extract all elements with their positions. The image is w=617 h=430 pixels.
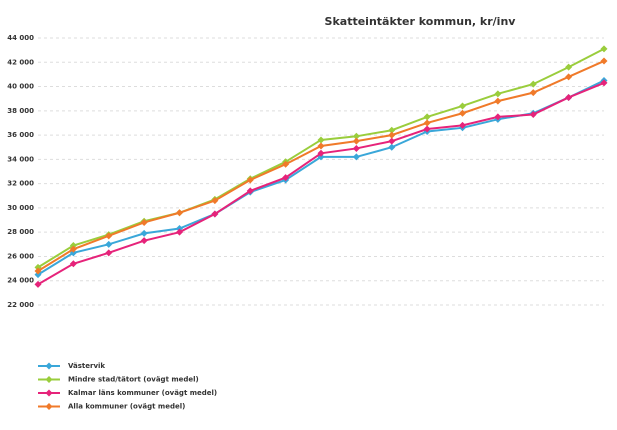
- data-point: [352, 144, 360, 152]
- data-point: [388, 126, 396, 134]
- data-point: [459, 109, 466, 117]
- data-point: [459, 121, 466, 129]
- y-tick-label: 30 000: [7, 204, 34, 212]
- legend-label: Kalmar läns kommuner (ovägt medel): [68, 389, 217, 397]
- y-tick-label: 44 000: [7, 34, 34, 42]
- legend-marker: [45, 362, 53, 370]
- data-point: [388, 131, 396, 139]
- series-line: [37, 79, 605, 276]
- data-point: [34, 280, 42, 288]
- data-point: [388, 143, 396, 151]
- data-point: [494, 90, 502, 98]
- data-point: [529, 89, 537, 97]
- y-tick-label: 24 000: [7, 277, 34, 285]
- data-point: [494, 113, 502, 121]
- data-point: [600, 79, 608, 87]
- data-point: [69, 245, 77, 253]
- y-tick-label: 42 000: [7, 58, 34, 66]
- data-point: [352, 137, 360, 145]
- data-point: [140, 229, 148, 237]
- data-point: [529, 110, 537, 118]
- y-tick-label: 38 000: [7, 107, 34, 115]
- data-point: [459, 102, 466, 110]
- y-tick-label: 22 000: [7, 301, 34, 309]
- data-point: [565, 93, 573, 101]
- data-point: [352, 153, 360, 161]
- data-point: [388, 137, 396, 145]
- data-point: [246, 187, 254, 195]
- data-point: [211, 197, 219, 205]
- data-point: [282, 160, 290, 168]
- data-point: [211, 210, 219, 218]
- data-point: [317, 136, 325, 144]
- data-point: [600, 57, 608, 65]
- data-point: [423, 125, 431, 133]
- y-tick-label: 32 000: [7, 180, 34, 188]
- data-point: [69, 242, 77, 250]
- data-point: [34, 271, 42, 279]
- data-point: [565, 73, 573, 81]
- legend-marker: [45, 389, 53, 397]
- legend-marker: [45, 403, 53, 410]
- chart-title: Skatteintäkter kommun, kr/inv: [325, 15, 517, 28]
- data-point: [176, 228, 183, 236]
- data-point: [176, 209, 183, 217]
- data-point: [140, 237, 148, 245]
- data-point: [105, 232, 113, 240]
- legend-marker: [45, 376, 53, 383]
- data-point: [282, 174, 290, 182]
- data-point: [494, 97, 502, 105]
- y-tick-label: 26 000: [7, 252, 34, 260]
- legend-label: Alla kommuner (ovägt medel): [68, 403, 185, 411]
- data-point: [423, 113, 431, 121]
- data-point: [600, 45, 608, 53]
- y-tick-label: 36 000: [7, 131, 34, 139]
- y-tick-label: 40 000: [7, 83, 34, 91]
- data-point: [565, 63, 573, 71]
- data-point: [529, 80, 537, 88]
- data-point: [140, 218, 148, 226]
- data-point: [352, 132, 360, 140]
- y-tick-label: 34 000: [7, 155, 34, 163]
- data-point: [69, 260, 77, 268]
- data-point: [105, 240, 113, 248]
- legend-label: Mindre stad/tätort (ovägt medel): [68, 376, 199, 384]
- data-point: [317, 142, 325, 150]
- data-point: [423, 119, 431, 127]
- data-point: [105, 249, 113, 257]
- legend-label: Västervik: [68, 362, 105, 370]
- data-point: [246, 176, 254, 184]
- y-tick-label: 28 000: [7, 228, 34, 236]
- data-point: [34, 267, 42, 275]
- data-point: [317, 149, 325, 157]
